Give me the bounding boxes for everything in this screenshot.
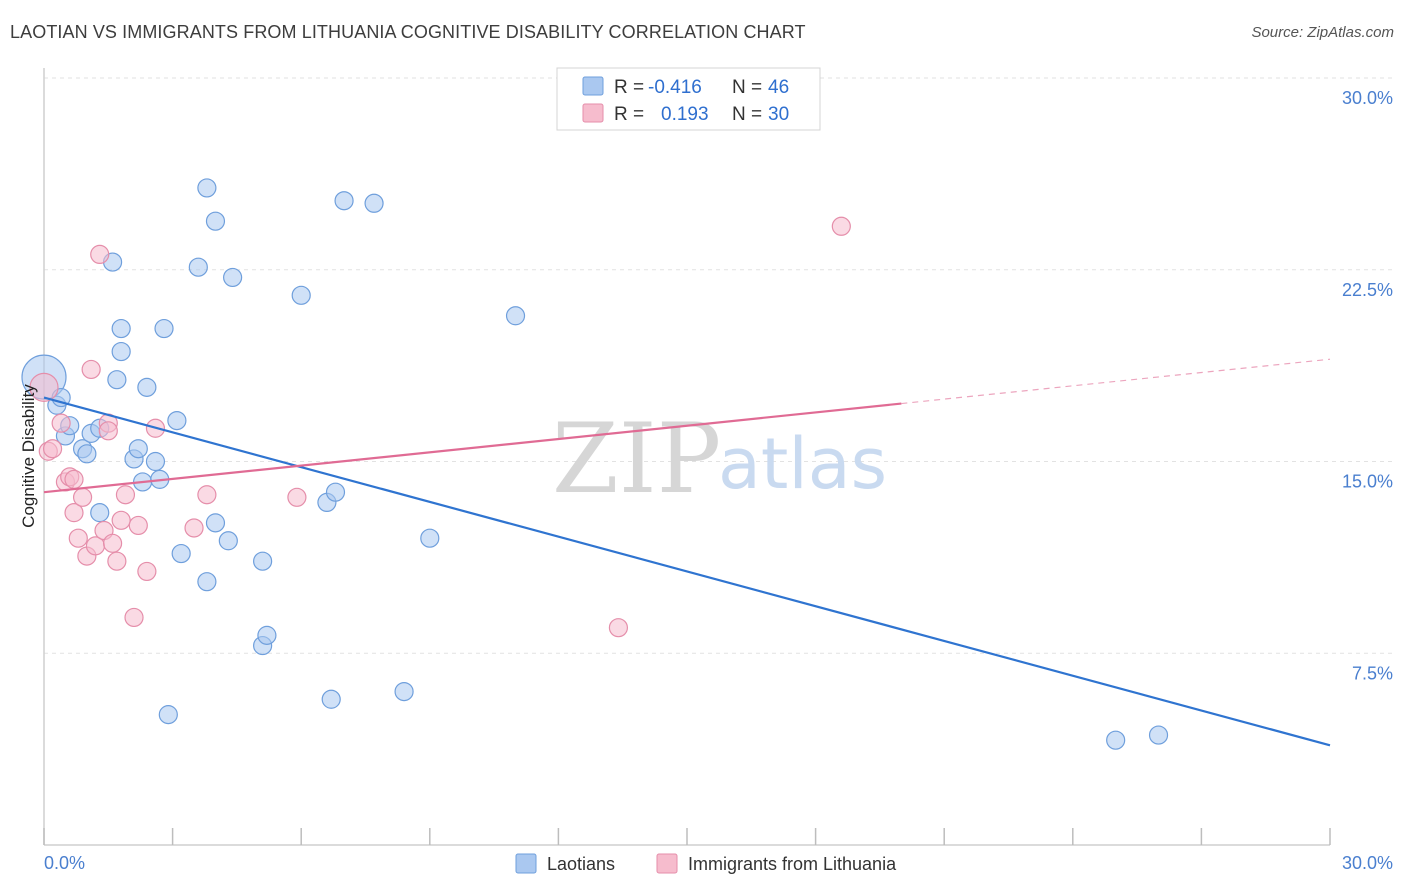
point-laotians-30 bbox=[223, 267, 243, 288]
point-lithuania-2 bbox=[42, 439, 63, 459]
top-legend: R = -0.416 N = 46 R = 0.193 N = 30 bbox=[556, 67, 821, 131]
legend-n-value-lithuania: 30 bbox=[768, 104, 789, 125]
y-tick-label-2: 22.5% bbox=[1342, 280, 1393, 300]
point-lithuania-29 bbox=[831, 216, 851, 236]
point-laotians-6 bbox=[77, 444, 97, 464]
bottom-legend-swatch-lithuania bbox=[656, 853, 678, 874]
point-lithuania-19 bbox=[111, 510, 131, 530]
legend-r-value-lithuania: 0.193 bbox=[661, 104, 709, 125]
point-lithuania-26 bbox=[197, 485, 217, 505]
legend-n-label-lithuania: N = bbox=[732, 104, 762, 125]
series-laotians-points bbox=[21, 178, 1169, 750]
source-label: Source: ZipAtlas.com bbox=[1251, 24, 1394, 41]
point-laotians-39 bbox=[364, 193, 384, 213]
point-lithuania-17 bbox=[102, 533, 123, 553]
point-laotians-43 bbox=[1106, 730, 1126, 750]
point-laotians-9 bbox=[90, 503, 110, 523]
point-lithuania-3 bbox=[51, 413, 71, 433]
axes bbox=[43, 68, 1331, 846]
watermark: ZIP atlas bbox=[552, 403, 887, 515]
point-laotians-36 bbox=[321, 689, 341, 709]
point-laotians-26 bbox=[197, 572, 217, 592]
point-laotians-33 bbox=[257, 625, 277, 645]
point-laotians-41 bbox=[420, 528, 440, 548]
legend-n-label-laotians: N = bbox=[732, 77, 762, 98]
point-lithuania-0 bbox=[29, 372, 59, 402]
point-laotians-44 bbox=[1148, 725, 1169, 745]
point-laotians-40 bbox=[394, 681, 414, 702]
point-laotians-20 bbox=[154, 318, 174, 339]
y-tick-label-0: 7.5% bbox=[1352, 663, 1393, 683]
point-laotians-28 bbox=[205, 211, 226, 231]
point-lithuania-7 bbox=[64, 503, 84, 523]
point-laotians-11 bbox=[107, 370, 127, 390]
bottom-legend-swatch-laotians bbox=[515, 853, 537, 874]
point-lithuania-21 bbox=[124, 607, 144, 628]
y-tick-labels: 7.5% 15.0% 22.5% 30.0% bbox=[1342, 88, 1393, 683]
bottom-legend-label-lithuania: Immigrants from Lithuania bbox=[688, 854, 897, 874]
legend-n-value-laotians: 46 bbox=[768, 77, 789, 98]
y-axis-label: Cognitive Disability bbox=[19, 384, 38, 528]
point-lithuania-11 bbox=[81, 359, 101, 380]
x-tick-label-min: 0.0% bbox=[44, 853, 85, 873]
x-tick-label-max: 30.0% bbox=[1342, 853, 1393, 873]
point-laotians-29 bbox=[218, 531, 238, 551]
point-laotians-12 bbox=[111, 318, 131, 339]
point-lithuania-23 bbox=[137, 561, 157, 582]
point-laotians-31 bbox=[253, 551, 273, 571]
watermark-atlas: atlas bbox=[718, 423, 887, 505]
gridlines bbox=[44, 77, 1393, 654]
point-laotians-18 bbox=[145, 451, 166, 472]
point-lithuania-28 bbox=[608, 618, 629, 638]
point-laotians-21 bbox=[158, 705, 178, 725]
trend-line-lithuania-extension bbox=[901, 358, 1331, 405]
point-lithuania-27 bbox=[287, 487, 307, 507]
legend-swatch-laotians bbox=[582, 76, 604, 96]
point-laotians-25 bbox=[197, 178, 217, 198]
point-lithuania-25 bbox=[184, 518, 204, 538]
watermark-zip: ZIP bbox=[552, 403, 721, 515]
point-lithuania-8 bbox=[68, 528, 88, 548]
point-lithuania-22 bbox=[128, 515, 148, 536]
bottom-legend-label-laotians: Laotians bbox=[547, 854, 615, 874]
point-laotians-23 bbox=[171, 543, 191, 564]
point-laotians-38 bbox=[334, 191, 354, 211]
point-lithuania-13 bbox=[90, 244, 110, 265]
chart-title: LAOTIAN VS IMMIGRANTS FROM LITHUANIA COG… bbox=[10, 22, 806, 42]
legend-r-label-laotians: R = bbox=[614, 77, 644, 98]
point-laotians-17 bbox=[137, 377, 157, 397]
trend-lines bbox=[43, 358, 1331, 747]
point-lithuania-18 bbox=[107, 551, 127, 571]
point-laotians-15 bbox=[128, 439, 148, 459]
y-tick-label-1: 15.0% bbox=[1342, 472, 1393, 492]
legend-r-label-lithuania: R = bbox=[614, 104, 644, 125]
legend-r-value-laotians: -0.416 bbox=[648, 77, 702, 98]
point-laotians-37 bbox=[325, 482, 346, 502]
legend-swatch-lithuania bbox=[582, 103, 604, 123]
y-tick-label-3: 30.0% bbox=[1342, 88, 1393, 108]
point-lithuania-20 bbox=[115, 485, 136, 505]
point-laotians-13 bbox=[111, 341, 131, 362]
point-laotians-34 bbox=[291, 285, 311, 305]
series-lithuania-points bbox=[29, 216, 851, 638]
point-lithuania-6 bbox=[64, 469, 84, 489]
point-laotians-27 bbox=[205, 513, 226, 533]
point-laotians-42 bbox=[505, 306, 526, 326]
point-laotians-22 bbox=[167, 410, 187, 431]
trend-line-lithuania bbox=[43, 402, 902, 494]
point-lithuania-16 bbox=[98, 421, 118, 441]
bottom-legend: Laotians Immigrants from Lithuania bbox=[515, 853, 897, 874]
point-lithuania-9 bbox=[72, 487, 93, 507]
point-laotians-24 bbox=[188, 257, 208, 277]
trend-line-laotians bbox=[43, 396, 1331, 747]
